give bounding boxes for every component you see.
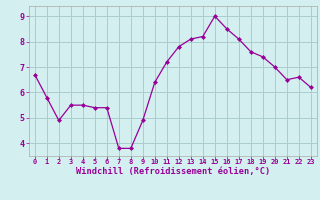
X-axis label: Windchill (Refroidissement éolien,°C): Windchill (Refroidissement éolien,°C) — [76, 167, 270, 176]
